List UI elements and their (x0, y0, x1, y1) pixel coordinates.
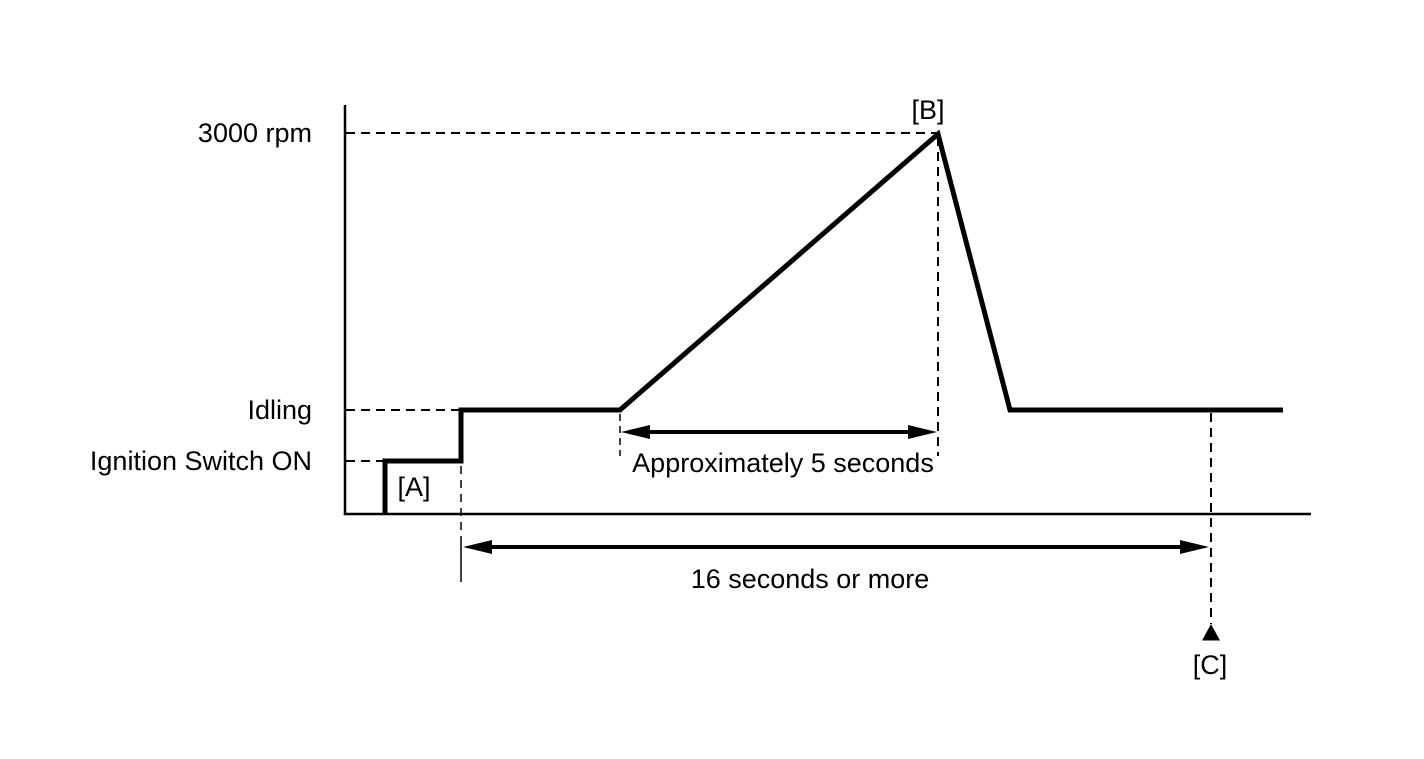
arrow-left-head-icon (463, 540, 492, 554)
label-ignition-switch-on: Ignition Switch ON (90, 446, 312, 476)
label-point-a: [A] (397, 472, 430, 502)
label-3000rpm: 3000 rpm (198, 118, 312, 148)
arrow-right-head-icon (908, 425, 937, 439)
total-duration-arrow (463, 540, 1209, 554)
label-total-duration: 16 seconds or more (691, 564, 930, 594)
arrow-left-head-icon (621, 425, 650, 439)
arrow-right-head-icon (1180, 540, 1209, 554)
label-point-b: [B] (911, 95, 944, 125)
ramp-duration-arrow (621, 425, 937, 439)
label-idling: Idling (247, 395, 312, 425)
engine-speed-trace (382, 129, 1283, 514)
point-c-marker-icon (1202, 624, 1220, 641)
label-point-c: [C] (1193, 650, 1228, 680)
label-ramp-duration: Approximately 5 seconds (632, 448, 934, 478)
